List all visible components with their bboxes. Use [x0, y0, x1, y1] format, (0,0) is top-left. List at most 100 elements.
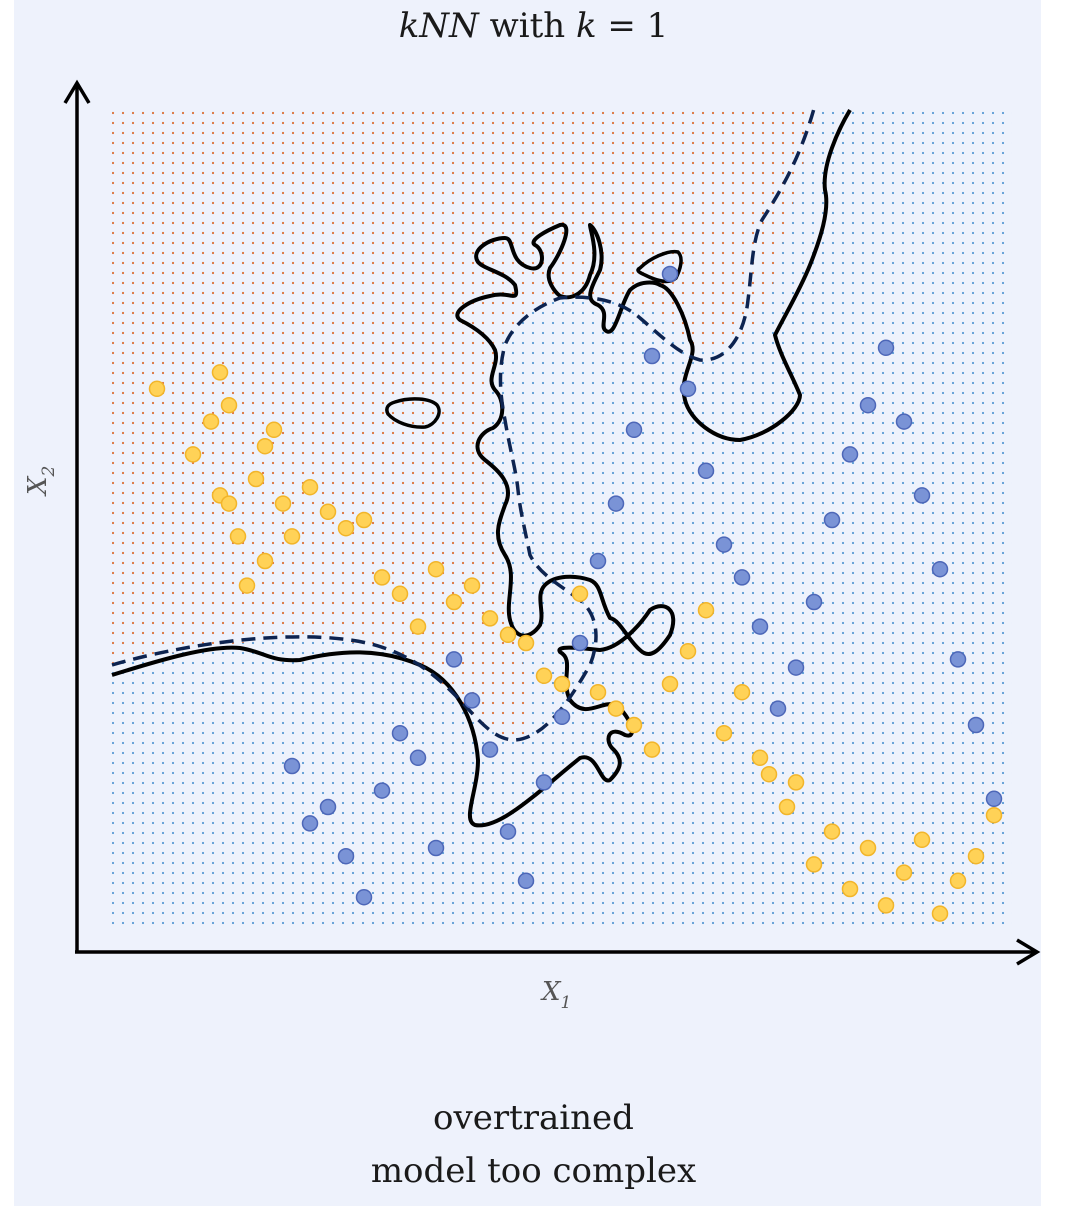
orange-class-point — [256, 552, 274, 570]
y-axis-label-main: X — [23, 475, 53, 497]
orange-class-point — [679, 642, 697, 660]
caption-line-2: model too complex — [370, 1150, 697, 1191]
orange-class-point — [553, 675, 571, 693]
true-boundary — [111, 104, 817, 742]
blue-class-point — [841, 446, 859, 463]
orange-class-point — [283, 528, 301, 545]
orange-class-point — [967, 847, 985, 865]
title-equals-one: = 1 — [596, 6, 669, 46]
knn-island-boundary — [385, 397, 441, 429]
orange-class-point — [409, 618, 427, 635]
orange-class-point — [220, 495, 238, 512]
blue-class-point — [931, 560, 949, 578]
orange-class-point — [481, 610, 499, 627]
y-axis-label-sub: 2 — [39, 466, 59, 478]
orange-class-point — [985, 806, 1003, 824]
blue-class-point — [985, 790, 1003, 808]
orange-class-point — [301, 478, 319, 496]
orange-class-point — [787, 774, 805, 791]
orange-class-point — [778, 798, 796, 816]
y-axis-label: X2 — [23, 466, 59, 497]
blue-class-point — [355, 888, 373, 906]
blue-class-point — [427, 839, 445, 857]
blue-class-point — [805, 593, 823, 611]
orange-class-point — [463, 577, 481, 594]
blue-class-point — [859, 396, 877, 414]
orange-class-point — [571, 585, 589, 603]
blue-class-point — [823, 511, 841, 529]
blue-class-point — [571, 634, 589, 652]
y-axis-arrowhead — [63, 79, 91, 104]
orange-class-point — [625, 716, 643, 734]
blue-class-point — [553, 708, 571, 726]
blue-class-point — [733, 569, 751, 586]
orange-class-point — [148, 380, 166, 398]
blue-class-point — [463, 692, 481, 709]
orange-class-point — [805, 856, 823, 873]
orange-class-point — [319, 503, 337, 521]
blue-class-point — [445, 651, 463, 668]
blue-class-point — [481, 741, 499, 758]
orange-class-point — [913, 831, 931, 849]
blue-class-point — [391, 724, 409, 742]
orange-class-point — [238, 577, 256, 594]
orange-class-point — [733, 683, 751, 701]
orange-class-point — [517, 634, 535, 652]
blue-class-point — [715, 536, 733, 553]
orange-class-point — [607, 700, 625, 717]
orange-class-point — [265, 421, 283, 439]
blue-class-point — [643, 347, 661, 365]
orange-class-point — [895, 864, 913, 881]
orange-class-point — [715, 724, 733, 742]
blue-class-point — [751, 618, 769, 635]
x-axis-label: X1 — [540, 977, 571, 1013]
blue-class-point — [787, 659, 805, 676]
blue-class-point — [679, 380, 697, 398]
blue-class-point — [535, 774, 553, 791]
orange-class-point — [274, 495, 292, 512]
caption-line-1: overtrained — [433, 1098, 634, 1138]
orange-class-point — [499, 626, 517, 644]
orange-class-point — [877, 897, 895, 914]
orange-class-point — [247, 470, 265, 488]
blue-class-point — [283, 757, 301, 775]
orange-class-point — [841, 880, 859, 898]
blue-class-point — [625, 421, 643, 439]
orange-class-point — [949, 872, 967, 890]
x-axis-label-sub: 1 — [561, 993, 572, 1013]
blue-class-point — [913, 487, 931, 504]
orange-class-point — [229, 528, 247, 545]
orange-class-point — [211, 364, 229, 381]
blue-class-point — [877, 339, 895, 357]
orange-class-point — [661, 675, 679, 693]
blue-class-point — [661, 265, 679, 283]
title-k: k — [575, 6, 597, 46]
knn-boundary — [111, 108, 852, 828]
orange-class-point — [697, 601, 715, 619]
x-axis-label-main: X — [540, 977, 562, 1007]
figure-caption: overtrained model too complex — [0, 1092, 1067, 1197]
title-knn: kNN — [398, 6, 479, 46]
orange-class-point — [445, 593, 463, 611]
orange-class-point — [220, 396, 238, 414]
orange-class-point — [427, 560, 445, 578]
orange-class-point — [337, 519, 355, 537]
blue-class-point — [409, 749, 427, 767]
blue-class-point — [589, 552, 607, 570]
orange-class-point — [355, 511, 373, 529]
data-points — [148, 265, 1003, 922]
orange-class-point — [373, 569, 391, 586]
blue-class-point — [499, 823, 517, 840]
blue-class-point — [517, 872, 535, 890]
orange-class-point — [256, 437, 274, 455]
orange-class-point — [859, 839, 877, 857]
blue-class-point — [319, 798, 337, 816]
chart-title: kNN with k = 1 — [0, 6, 1067, 46]
blue-class-point — [337, 847, 355, 865]
orange-class-point — [760, 765, 778, 783]
orange-class-point — [589, 683, 607, 701]
blue-class-point — [967, 716, 985, 734]
orange-class-point — [823, 823, 841, 840]
orange-class-point — [184, 446, 202, 463]
